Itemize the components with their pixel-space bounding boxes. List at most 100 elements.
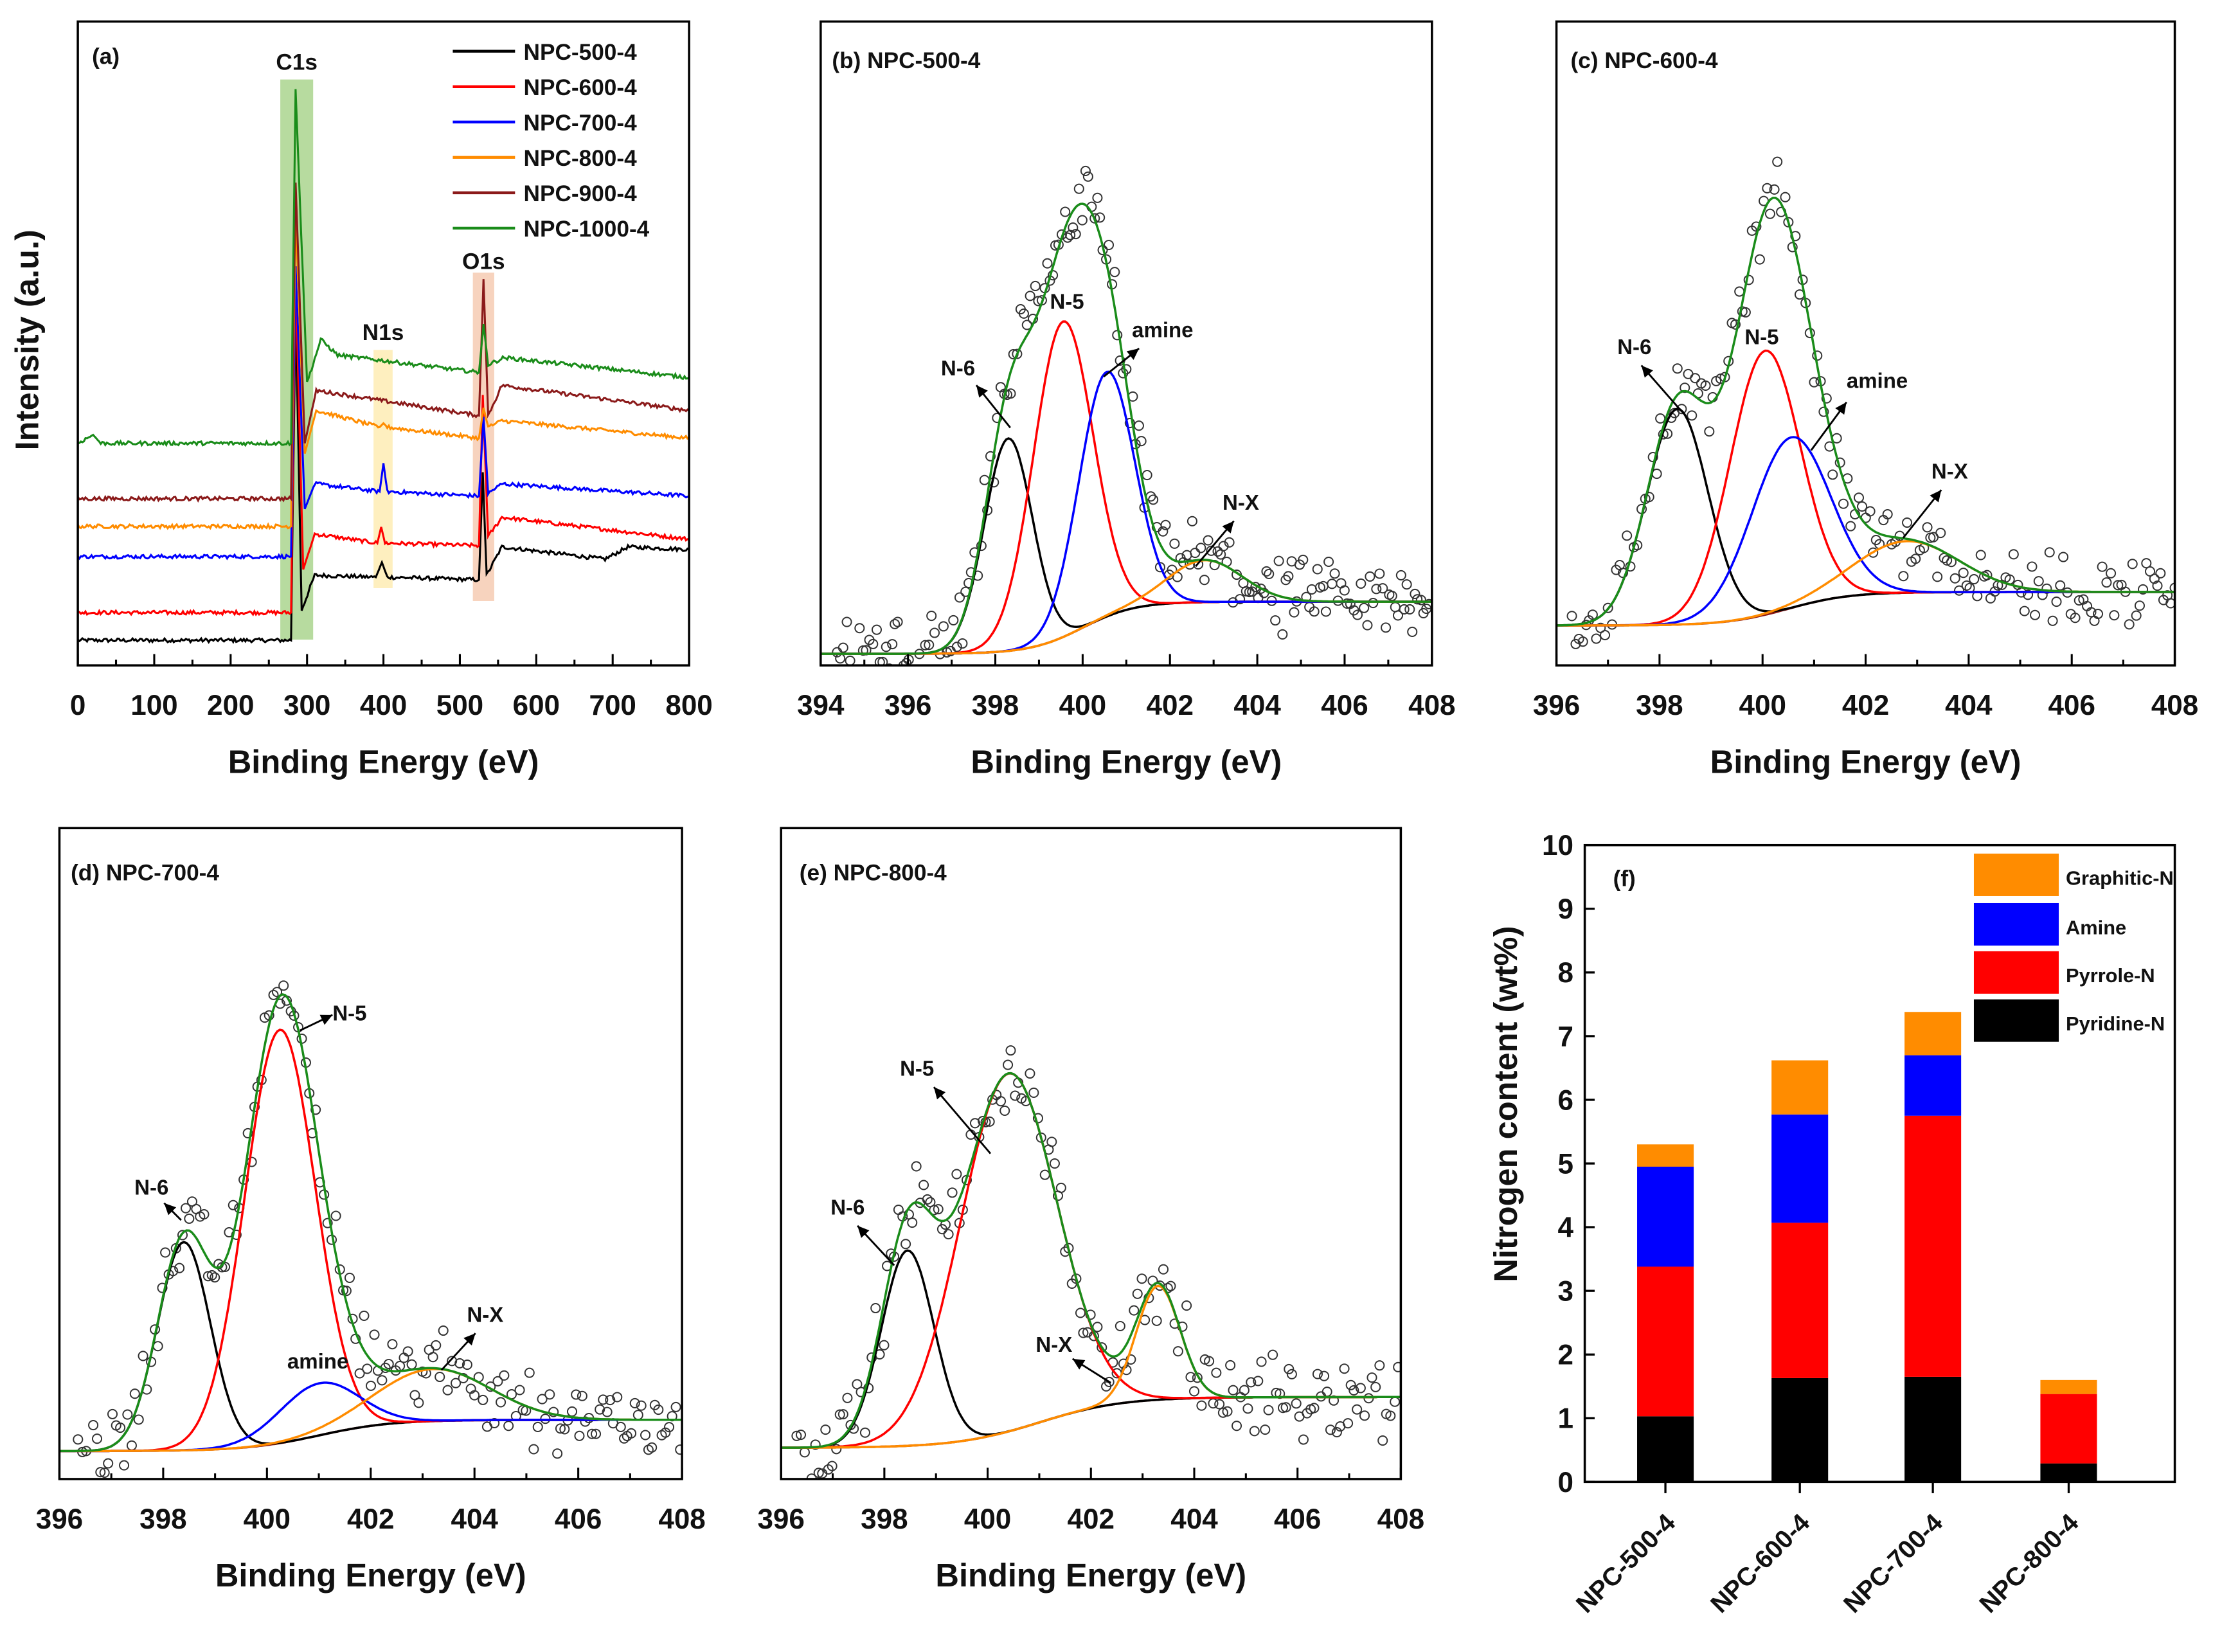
data-point bbox=[1700, 380, 1711, 391]
data-point bbox=[2033, 576, 2044, 587]
component-N-5 bbox=[781, 1072, 1401, 1449]
x-tick-label: 408 bbox=[2151, 690, 2198, 721]
data-point bbox=[133, 1414, 144, 1425]
data-point bbox=[813, 1468, 824, 1478]
data-point bbox=[2092, 608, 2104, 620]
data-point bbox=[933, 669, 942, 678]
data-point bbox=[911, 667, 920, 676]
data-point bbox=[979, 474, 990, 485]
data-point bbox=[454, 1358, 465, 1369]
data-point bbox=[653, 1405, 664, 1415]
category-label: NPC-600-4 bbox=[1705, 1509, 1815, 1619]
panel-title: (b) NPC-500-4 bbox=[832, 48, 980, 73]
x-tick-label: 406 bbox=[555, 1504, 602, 1535]
data-point bbox=[1932, 571, 1943, 582]
data-point bbox=[362, 1363, 373, 1374]
data-point bbox=[406, 1359, 417, 1370]
y-tick-label: 5 bbox=[1557, 1148, 1573, 1180]
data-point bbox=[514, 1385, 525, 1396]
data-point bbox=[1772, 156, 1783, 167]
data-point bbox=[1371, 584, 1382, 595]
data-point bbox=[503, 1421, 514, 1432]
x-tick-label: 406 bbox=[2048, 690, 2095, 721]
data-point bbox=[2134, 600, 2146, 611]
data-point bbox=[1368, 598, 1379, 609]
data-point bbox=[2127, 559, 2138, 570]
data-point bbox=[670, 1401, 681, 1412]
data-point bbox=[122, 1409, 133, 1420]
data-point bbox=[1018, 308, 1029, 319]
data-point bbox=[636, 1400, 647, 1411]
data-point bbox=[1275, 1388, 1286, 1399]
x-tick-label: 100 bbox=[130, 690, 177, 721]
data-point bbox=[791, 1430, 802, 1441]
data-point bbox=[799, 1447, 810, 1458]
data-point bbox=[1080, 165, 1091, 177]
data-point bbox=[1025, 1068, 1035, 1079]
data-point bbox=[898, 660, 909, 666]
data-point bbox=[181, 1203, 192, 1214]
data-point bbox=[2124, 619, 2135, 630]
plot-frame bbox=[76, 20, 690, 667]
data-point bbox=[228, 1199, 238, 1210]
data-point bbox=[874, 657, 885, 666]
data-point bbox=[1386, 591, 1397, 602]
data-point bbox=[88, 1420, 99, 1431]
data-point bbox=[1320, 606, 1331, 617]
data-point bbox=[1339, 1363, 1350, 1374]
data-point bbox=[602, 1406, 613, 1417]
panel-title: (f) bbox=[1613, 866, 1636, 892]
data-point bbox=[1366, 1372, 1377, 1383]
data-point bbox=[1273, 555, 1284, 566]
data-point bbox=[2051, 597, 2062, 607]
data-point bbox=[1212, 546, 1223, 557]
data-point bbox=[943, 1229, 954, 1240]
component-amine bbox=[820, 370, 1432, 655]
data-point bbox=[1591, 633, 1602, 644]
data-point bbox=[1853, 492, 1865, 503]
data-point bbox=[1566, 611, 1577, 622]
peak-label-amine: amine bbox=[1847, 369, 1908, 393]
data-point bbox=[834, 1409, 845, 1420]
data-point bbox=[1249, 1426, 1260, 1437]
legend-label: NPC-1000-4 bbox=[524, 217, 650, 242]
bar-Graphitic-N-NPC-700-4 bbox=[1904, 1012, 1962, 1055]
data-point bbox=[1622, 530, 1633, 541]
data-point bbox=[1082, 171, 1093, 182]
data-point bbox=[489, 1417, 500, 1429]
x-tick-label: 404 bbox=[1170, 1504, 1218, 1535]
data-point bbox=[838, 1409, 848, 1420]
bar-Pyrrole-N-NPC-500-4 bbox=[1637, 1266, 1694, 1417]
data-point bbox=[615, 1421, 626, 1432]
data-point bbox=[1390, 1396, 1401, 1407]
data-point bbox=[402, 1346, 413, 1357]
bar-Amine-NPC-500-4 bbox=[1637, 1166, 1694, 1267]
data-point bbox=[1124, 418, 1135, 429]
data-point bbox=[859, 1427, 870, 1438]
bar-Pyridine-N-NPC-500-4 bbox=[1637, 1416, 1694, 1482]
data-point bbox=[598, 1394, 609, 1405]
data-point bbox=[795, 1430, 807, 1441]
x-tick-label: 396 bbox=[36, 1504, 83, 1535]
data-point bbox=[1199, 575, 1210, 586]
data-point bbox=[199, 1209, 210, 1220]
x-axis-title: Binding Energy (eV) bbox=[1710, 743, 2021, 780]
data-point bbox=[908, 670, 917, 679]
data-point bbox=[2047, 615, 2058, 626]
data-point bbox=[2113, 580, 2124, 591]
data-point bbox=[1355, 1383, 1366, 1394]
peak-label-N-6: N-6 bbox=[941, 356, 975, 380]
data-point bbox=[1078, 1327, 1089, 1338]
data-point bbox=[1404, 604, 1415, 615]
data-point bbox=[231, 1229, 242, 1241]
data-point bbox=[1260, 1424, 1271, 1435]
data-point bbox=[1865, 506, 1876, 517]
peak-label-N-5: N-5 bbox=[332, 1001, 366, 1025]
x-tick-label: 700 bbox=[589, 690, 636, 721]
data-point bbox=[451, 1378, 461, 1388]
data-point bbox=[1277, 629, 1288, 640]
data-point bbox=[626, 1428, 637, 1439]
data-point bbox=[1151, 1315, 1162, 1326]
data-point bbox=[1672, 363, 1683, 374]
x-tick-label: 402 bbox=[347, 1504, 394, 1535]
